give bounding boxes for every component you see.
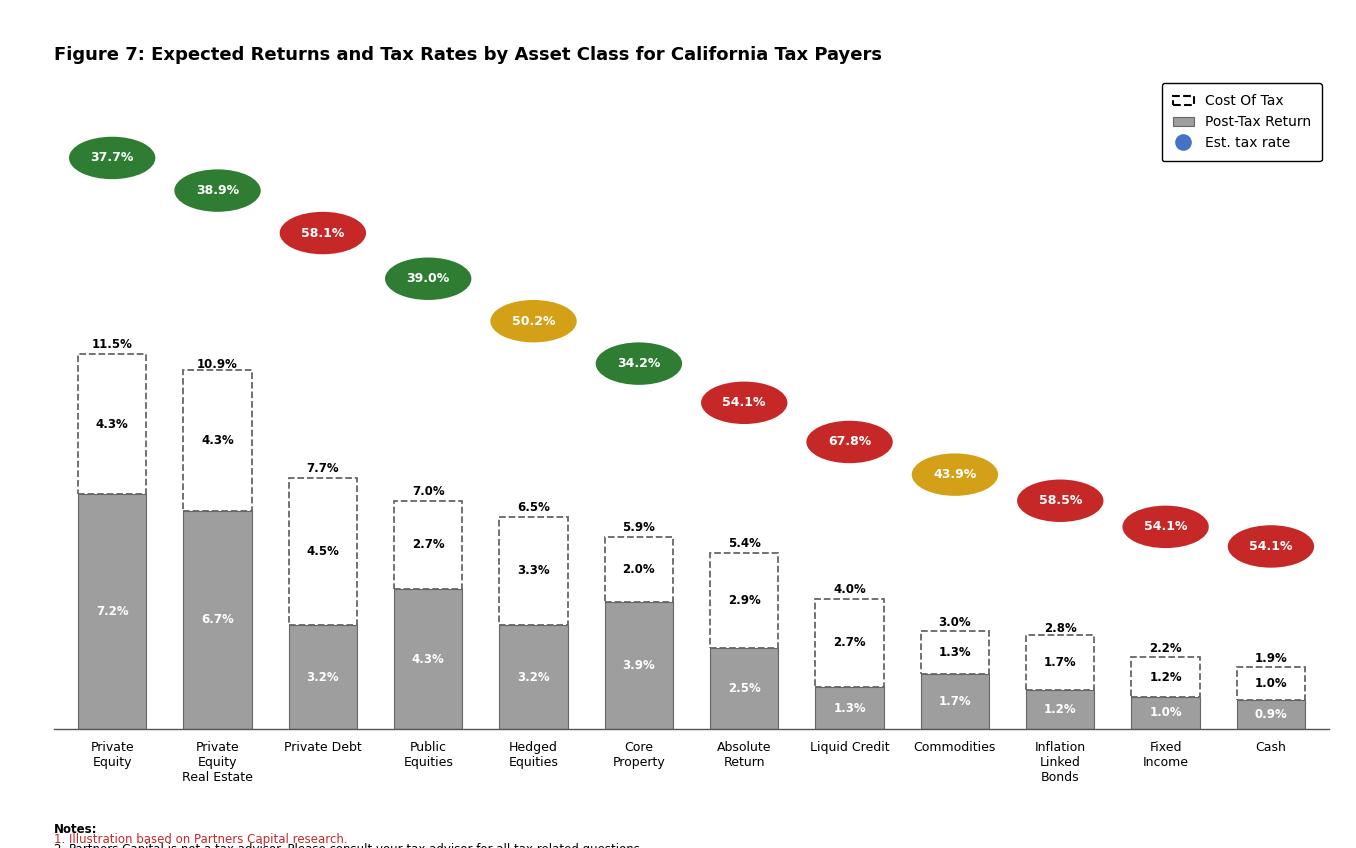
Bar (605, 602, 673, 729)
Bar (1237, 700, 1306, 729)
Text: 1.7%: 1.7% (938, 695, 971, 708)
Bar (289, 625, 357, 729)
Text: 54.1%: 54.1% (723, 396, 766, 410)
Text: 58.5%: 58.5% (1039, 494, 1082, 507)
Bar (1131, 697, 1200, 729)
Text: 1.3%: 1.3% (833, 701, 866, 715)
Text: 67.8%: 67.8% (829, 436, 871, 449)
Legend: Cost Of Tax, Post-Tax Return, Est. tax rate: Cost Of Tax, Post-Tax Return, Est. tax r… (1162, 83, 1322, 161)
Text: 3.9%: 3.9% (622, 659, 655, 672)
Ellipse shape (175, 170, 260, 212)
Bar (605, 537, 673, 602)
Text: 2. Partners Capital is not a tax advisor. Please consult your tax advisor for al: 2. Partners Capital is not a tax advisor… (54, 843, 644, 848)
Text: Notes:: Notes: (54, 823, 98, 835)
Bar (921, 674, 989, 729)
Text: 7.2%: 7.2% (96, 605, 129, 618)
Ellipse shape (385, 258, 472, 300)
Text: 4.3%: 4.3% (201, 434, 233, 447)
Bar (815, 687, 884, 729)
Bar (815, 599, 884, 687)
Text: 1.7%: 1.7% (1044, 656, 1077, 669)
Text: 6.5%: 6.5% (517, 501, 551, 515)
Text: 5.4%: 5.4% (728, 538, 761, 550)
Bar (1026, 690, 1094, 729)
Ellipse shape (279, 212, 366, 254)
Text: 43.9%: 43.9% (933, 468, 976, 481)
Text: 7.7%: 7.7% (306, 462, 339, 475)
Bar (183, 370, 252, 510)
Text: 54.1%: 54.1% (1249, 540, 1292, 553)
Text: 1. Illustration based on Partners Capital research.: 1. Illustration based on Partners Capita… (54, 833, 348, 845)
Bar (921, 631, 989, 674)
Text: 3.3%: 3.3% (517, 565, 551, 577)
Bar (711, 553, 778, 648)
Bar (395, 500, 462, 589)
Ellipse shape (595, 343, 682, 385)
Text: 6.7%: 6.7% (201, 613, 233, 627)
Bar (711, 648, 778, 729)
Text: Figure 7: Expected Returns and Tax Rates by Asset Class for California Tax Payer: Figure 7: Expected Returns and Tax Rates… (54, 46, 883, 64)
Text: 1.2%: 1.2% (1150, 671, 1182, 683)
Bar (289, 478, 357, 625)
Ellipse shape (1227, 525, 1314, 567)
Text: 10.9%: 10.9% (197, 358, 237, 371)
Text: 54.1%: 54.1% (1144, 521, 1188, 533)
Text: 34.2%: 34.2% (617, 357, 660, 370)
Bar (499, 517, 568, 625)
Bar (1237, 667, 1306, 700)
Text: 4.3%: 4.3% (96, 417, 129, 431)
Text: 2.0%: 2.0% (622, 563, 655, 576)
Text: 7.0%: 7.0% (412, 485, 445, 498)
Text: 2.2%: 2.2% (1150, 642, 1182, 655)
Text: 2.7%: 2.7% (833, 636, 866, 650)
Text: 2.9%: 2.9% (728, 594, 761, 607)
Text: 11.5%: 11.5% (92, 338, 133, 351)
Ellipse shape (69, 137, 156, 179)
Bar (1026, 634, 1094, 690)
Text: 37.7%: 37.7% (91, 152, 134, 165)
Text: 4.5%: 4.5% (306, 545, 339, 558)
Bar (499, 625, 568, 729)
Text: 39.0%: 39.0% (407, 272, 450, 285)
Text: 2.7%: 2.7% (412, 538, 445, 551)
Ellipse shape (807, 421, 892, 463)
Text: 3.2%: 3.2% (306, 671, 339, 683)
Bar (77, 494, 146, 729)
Ellipse shape (491, 300, 576, 343)
Text: 4.3%: 4.3% (412, 653, 445, 666)
Text: 50.2%: 50.2% (511, 315, 556, 327)
Text: 1.0%: 1.0% (1254, 677, 1287, 690)
Bar (77, 354, 146, 494)
Text: 1.3%: 1.3% (938, 646, 971, 659)
Text: 5.9%: 5.9% (622, 521, 655, 534)
Bar (1131, 657, 1200, 697)
Ellipse shape (701, 382, 788, 424)
Text: 3.0%: 3.0% (938, 616, 971, 628)
Text: 58.1%: 58.1% (301, 226, 344, 239)
Text: 4.0%: 4.0% (833, 583, 866, 596)
Text: 38.9%: 38.9% (197, 184, 239, 197)
Text: 0.9%: 0.9% (1254, 708, 1287, 721)
Bar (395, 589, 462, 729)
Text: 1.0%: 1.0% (1150, 706, 1182, 719)
Ellipse shape (911, 454, 998, 496)
Ellipse shape (1123, 505, 1208, 548)
Text: 1.9%: 1.9% (1254, 651, 1287, 665)
Text: 3.2%: 3.2% (517, 671, 551, 683)
Text: 2.5%: 2.5% (728, 682, 761, 695)
Ellipse shape (1017, 479, 1104, 522)
Text: 2.8%: 2.8% (1044, 622, 1077, 635)
Text: 1.2%: 1.2% (1044, 703, 1077, 717)
Bar (183, 510, 252, 729)
